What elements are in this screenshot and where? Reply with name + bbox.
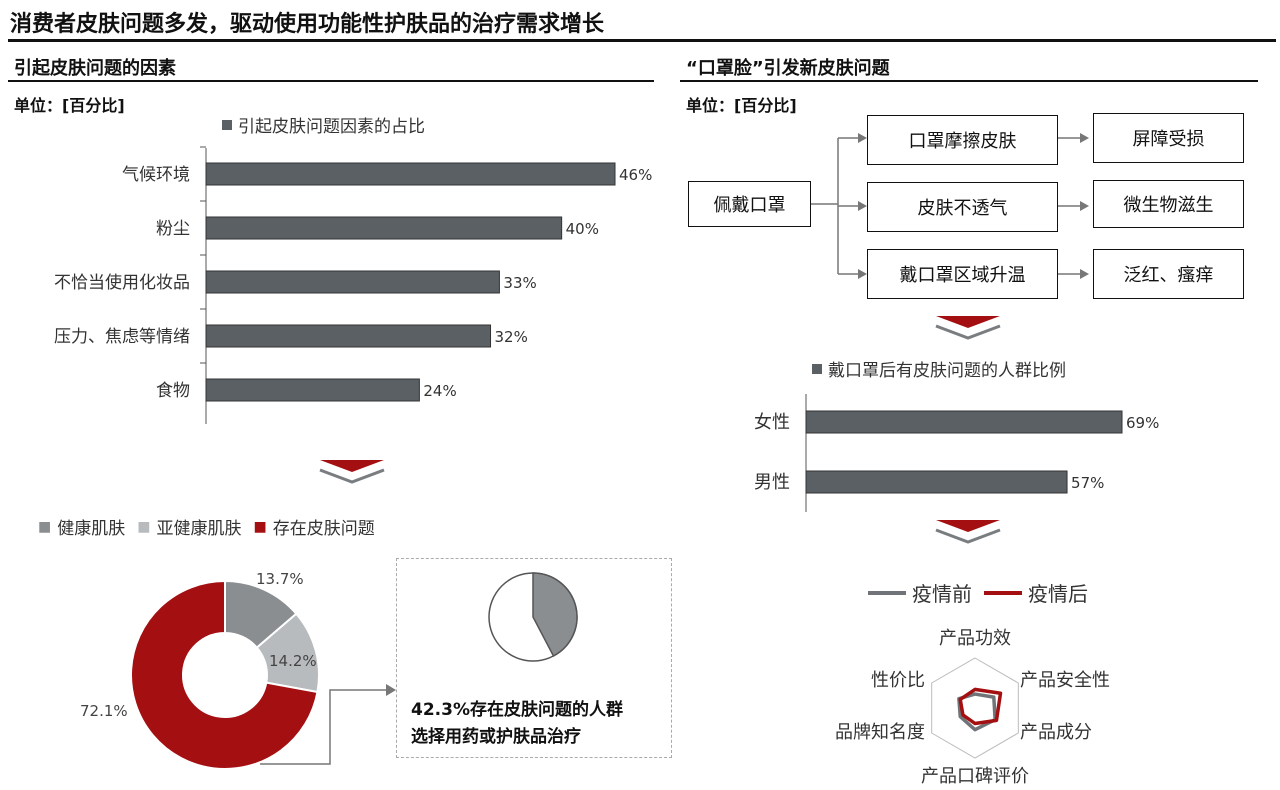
skin-factors-bar-chart: 气候环境 46% 粉尘 40% 不恰当使用化妆品 33% 压力、焦虑等情绪 32% 食物 24%: [54, 146, 652, 424]
axis-label: 产品安全性: [1020, 670, 1110, 691]
legend-swatch: [222, 119, 232, 130]
page-title: 消费者皮肤问题多发，驱动使用功能性护肤品的治疗需求增长: [10, 12, 605, 37]
down-arrow-icon: [935, 520, 1001, 544]
category-label: 气候环境: [122, 165, 190, 185]
donut-slice: [130, 579, 319, 770]
callout-line-2: 选择用药或护肤品治疗: [411, 727, 581, 747]
right-section-title: “口罩脸”引发新皮肤问题: [686, 58, 890, 79]
data-label: 32%: [495, 328, 528, 346]
radar-legend-before: 疫情前: [912, 582, 972, 606]
category-label: 男性: [754, 472, 790, 493]
bar: [205, 216, 563, 240]
left-unit-label: 单位：[百分比]: [14, 96, 125, 115]
flow-connectors: [810, 133, 1089, 279]
legend-line-icon: [868, 590, 906, 595]
factors-legend: 引起皮肤问题因素的占比: [222, 112, 425, 137]
radar-series: [958, 687, 1003, 726]
data-label: 46%: [619, 166, 652, 184]
donut-legend-item-problem: 存在皮肤问题: [272, 519, 375, 539]
bar: [805, 410, 1123, 434]
skin-condition-donut-chart: 13.7% 14.2% 72.1%: [80, 570, 320, 770]
legend-dot-icon: ■: [137, 518, 151, 535]
bar: [205, 324, 492, 348]
category-label: 不恰当使用化妆品: [54, 272, 190, 293]
pie-slice: [532, 572, 578, 657]
donut-legend-item-subhealthy: 亚健康肌肤: [156, 519, 242, 539]
mask-gender-bar-chart: 女性 69% 男性 57%: [754, 394, 1159, 512]
left-section-divider: [8, 80, 654, 82]
data-label: 13.7%: [256, 570, 304, 588]
category-label: 压力、焦虑等情绪: [54, 327, 190, 347]
data-label: 24%: [423, 382, 456, 400]
bar: [205, 378, 420, 402]
category-label: 粉尘: [156, 219, 190, 239]
title-divider: [8, 39, 1276, 42]
mask-legend: 戴口罩后有皮肤问题的人群比例: [812, 356, 1066, 381]
data-label: 33%: [503, 274, 536, 292]
data-label: 72.1%: [80, 702, 128, 720]
callout-line-1: 42.3%存在皮肤问题的人群: [411, 700, 623, 720]
axis-label: 产品成分: [1020, 722, 1092, 743]
treatment-callout: 42.3%存在皮肤问题的人群 选择用药或护肤品治疗: [396, 558, 672, 758]
bar: [205, 162, 616, 186]
legend-dot-icon: ■: [38, 518, 52, 535]
flow-node-effect: 屏障受损: [1093, 113, 1244, 163]
mask-legend-label: 戴口罩后有皮肤问题的人群比例: [828, 361, 1066, 381]
legend-dot-icon: ■: [253, 518, 267, 535]
legend-swatch: [812, 363, 822, 374]
axis-label: 性价比: [871, 670, 925, 691]
bar: [205, 270, 500, 294]
bar: [805, 470, 1068, 494]
category-label: 女性: [754, 412, 790, 433]
left-section-title: 引起皮肤问题的因素: [14, 58, 176, 79]
flow-node-cause: 皮肤不透气: [867, 182, 1058, 232]
down-arrow-icon: [319, 460, 385, 484]
radar-legend: 疫情前 疫情后: [868, 578, 1088, 607]
data-label: 69%: [1126, 414, 1159, 432]
legend-line-icon: [984, 590, 1022, 595]
right-unit-label: 单位：[百分比]: [686, 96, 797, 115]
down-arrow-icon: [935, 316, 1001, 340]
treatment-pie-icon: [488, 572, 578, 662]
callout-connector: [260, 684, 396, 765]
flow-node-source: 佩戴口罩: [688, 181, 811, 227]
data-label: 40%: [566, 220, 599, 238]
right-section-divider: [680, 80, 1258, 82]
factors-legend-label: 引起皮肤问题因素的占比: [238, 117, 425, 137]
category-label: 食物: [156, 381, 190, 401]
flow-node-effect: 泛红、瘙痒: [1093, 249, 1244, 299]
radar-legend-after: 疫情后: [1028, 582, 1088, 606]
axis-label: 品牌知名度: [835, 722, 925, 743]
radar-grid: [931, 657, 1019, 759]
donut-legend: ■ 健康肌肤 ■ 亚健康肌肤 ■ 存在皮肤问题: [38, 514, 375, 540]
axis-label: 产品功效: [939, 628, 1011, 649]
data-label: 57%: [1071, 474, 1104, 492]
flow-node-effect: 微生物滋生: [1093, 180, 1244, 228]
data-label: 14.2%: [269, 652, 317, 670]
flow-node-cause: 戴口罩区域升温: [867, 249, 1058, 299]
flow-node-cause: 口罩摩擦皮肤: [867, 115, 1058, 165]
axis-label: 产品口碑评价: [921, 766, 1029, 787]
donut-legend-item-healthy: 健康肌肤: [57, 519, 126, 539]
